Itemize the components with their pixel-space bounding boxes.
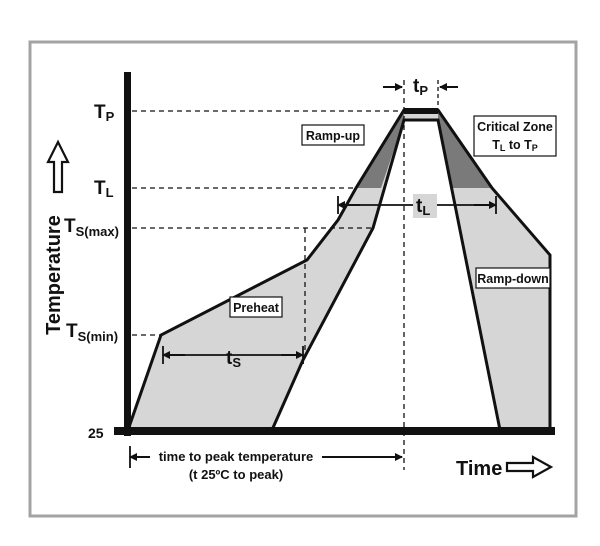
- time-right-arrow-icon: [505, 455, 554, 479]
- tl-label-bg: [413, 194, 437, 218]
- label-ambient: 25: [88, 425, 104, 441]
- preheat-label: Preheat: [233, 301, 280, 315]
- ramp-down-label: Ramp-down: [477, 272, 549, 286]
- x-axis: [114, 427, 555, 435]
- ramp-down-label-box: [475, 267, 551, 289]
- label-tp: TP: [94, 102, 115, 124]
- y-axis: [124, 72, 131, 436]
- ramp-up-label-box: [301, 124, 365, 146]
- time-to-peak-label-line2: (t 25ºC to peak): [189, 467, 283, 482]
- critical-zone-label-line2: TL to TP: [492, 138, 538, 153]
- temperature-up-arrow-icon: [46, 139, 70, 194]
- x-axis-title: Time: [456, 458, 502, 480]
- y-axis-title: Temperature: [43, 215, 65, 335]
- ts-interval-label: tS: [226, 348, 241, 370]
- critical-zone-label-line1: Critical Zone: [477, 120, 553, 134]
- label-tl: TL: [94, 178, 114, 200]
- critical-zone-label-box: [473, 115, 557, 157]
- tp-interval-label: tP: [413, 76, 428, 98]
- peak-plateau: [404, 108, 438, 114]
- label-ts-min: TS(min): [66, 321, 118, 344]
- profile-lower-curve: [270, 118, 502, 431]
- tl-interval-label: tL: [416, 196, 430, 218]
- ramp-up-label: Ramp-up: [306, 129, 361, 143]
- label-ts-max: TS(max): [64, 216, 119, 239]
- preheat-label-box: [229, 296, 283, 318]
- profile-band: [128, 110, 550, 430]
- time-to-peak-label-line1: time to peak temperature: [159, 449, 314, 464]
